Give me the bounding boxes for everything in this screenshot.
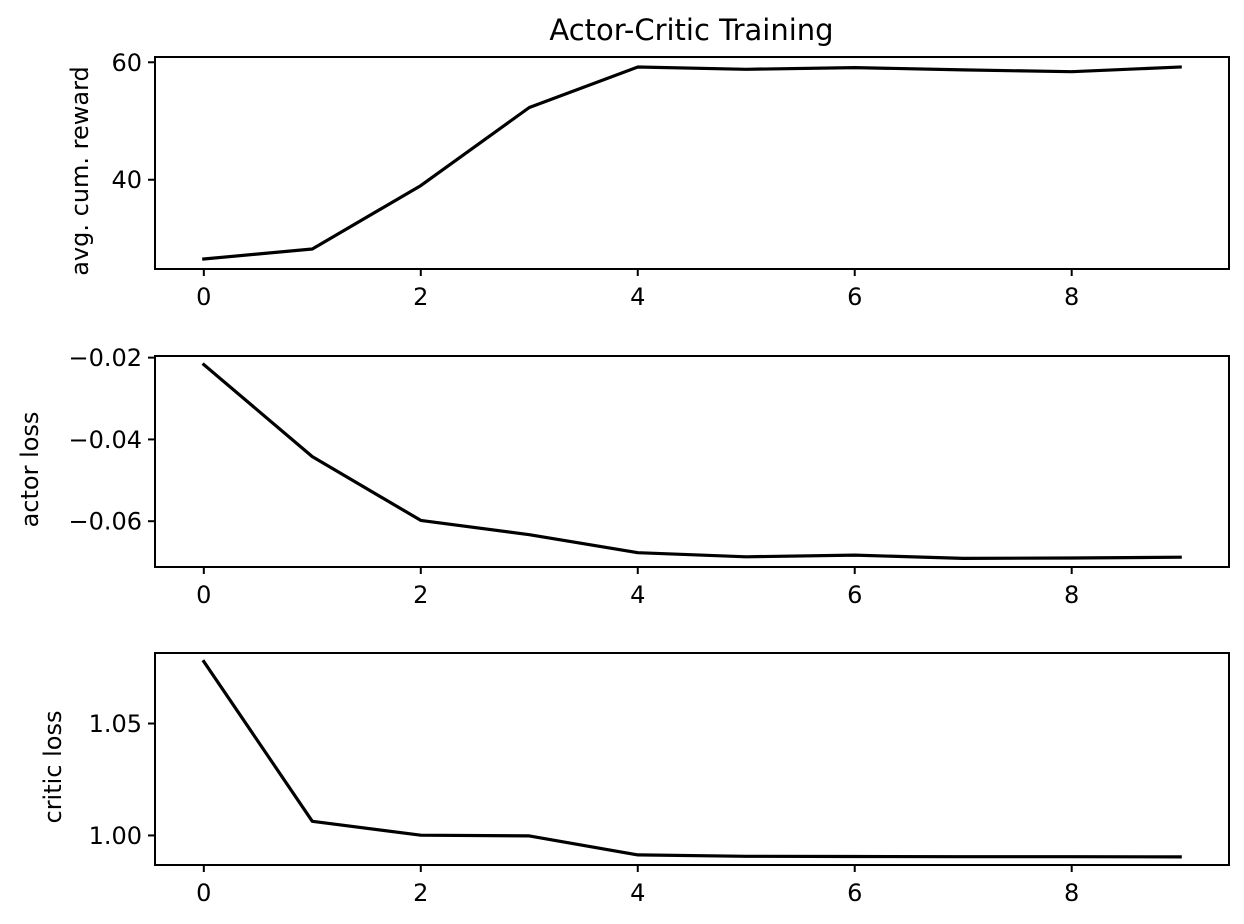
x-tick-label: 8 <box>1064 283 1079 311</box>
x-tick-label: 4 <box>630 283 645 311</box>
x-tick-label: 6 <box>847 581 862 609</box>
y-tick-label: 60 <box>111 49 142 77</box>
x-tick-label: 6 <box>847 879 862 907</box>
chart-title: Actor-Critic Training <box>549 13 833 47</box>
y-axis-label: avg. cum. reward <box>66 66 94 276</box>
plot-frame <box>154 652 1230 866</box>
x-tick-label: 4 <box>630 879 645 907</box>
x-tick-label: 2 <box>413 283 428 311</box>
x-tick-label: 0 <box>196 283 211 311</box>
series-line <box>202 65 1182 261</box>
x-tick-label: 6 <box>847 283 862 311</box>
y-tick-label: −0.02 <box>68 344 142 372</box>
x-tick-label: 2 <box>413 879 428 907</box>
subplot-3: 0 2 4 6 8 1.00 1.05 critic loss <box>39 652 1230 907</box>
y-axis-label: actor loss <box>16 412 44 528</box>
y-tick-label: 1.05 <box>89 710 142 738</box>
y-tick-label: −0.06 <box>68 508 142 536</box>
subplot-2: 0 2 4 6 8 −0.06 −0.04 −0.02 actor loss <box>16 344 1230 609</box>
y-axis-label: critic loss <box>39 711 67 824</box>
x-tick-label: 8 <box>1064 879 1079 907</box>
x-tick-label: 8 <box>1064 581 1079 609</box>
series-line <box>201 362 1182 561</box>
x-tick-label: 0 <box>196 879 211 907</box>
x-tick-label: 0 <box>196 581 211 609</box>
x-tick-label: 4 <box>630 581 645 609</box>
y-tick-label: 1.00 <box>89 822 142 850</box>
subplot-1: 0 2 4 6 8 40 60 avg. cum. reward <box>66 49 1230 311</box>
y-tick-label: −0.04 <box>68 426 142 454</box>
y-tick-label: 40 <box>111 166 142 194</box>
x-tick-label: 2 <box>413 581 428 609</box>
plot-frame <box>154 355 1230 568</box>
plot-frame <box>154 56 1230 270</box>
series-line <box>201 659 1182 859</box>
